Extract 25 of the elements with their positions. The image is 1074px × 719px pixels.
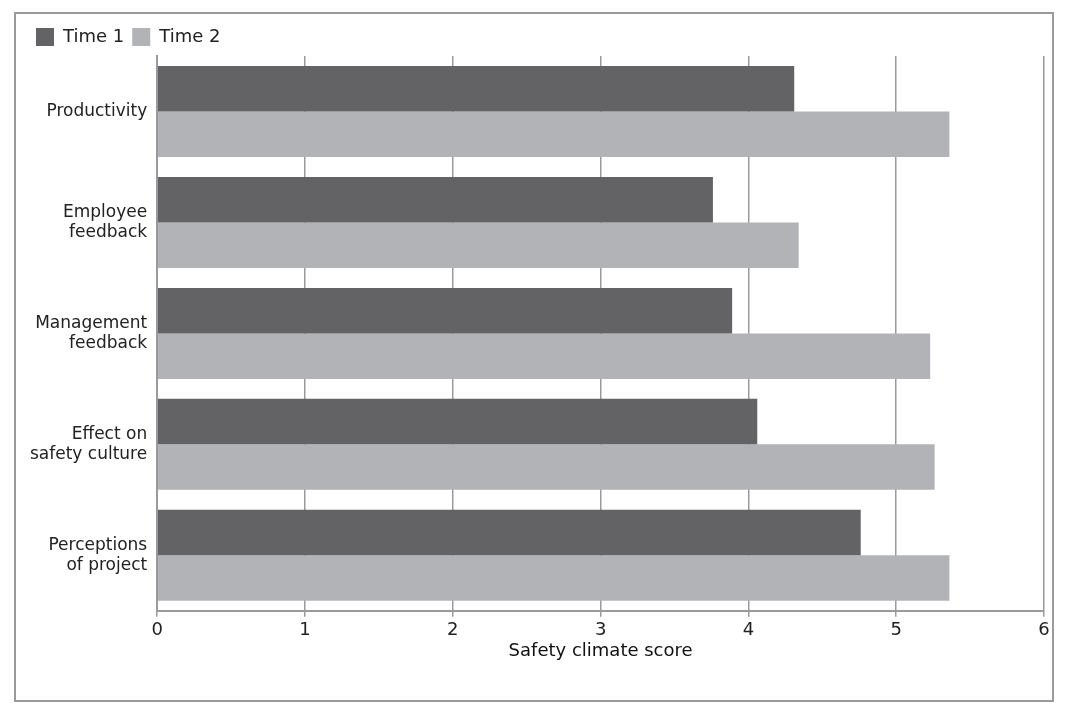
bar [157, 176, 713, 223]
legend-label: Time 1 [62, 24, 125, 46]
y-tick-label: Productivity [46, 99, 148, 120]
x-tick-label: 3 [594, 618, 607, 640]
x-axis-title: Safety climate score [508, 638, 693, 660]
bar [157, 398, 758, 445]
x-tick-label: 6 [1038, 618, 1050, 640]
x-tick-label: 0 [151, 618, 163, 640]
legend-label: Time 2 [158, 24, 221, 46]
y-tick-label: Management feedback [35, 311, 148, 353]
y-tick-label: Employee feedback [63, 200, 148, 242]
x-tick-label: 5 [890, 618, 902, 640]
bar [157, 222, 799, 268]
y-tick-label: Effect on safety culture [29, 422, 148, 463]
bar [157, 111, 950, 157]
bar [157, 65, 795, 112]
bar [157, 287, 733, 334]
bar [157, 333, 931, 379]
x-tick-label: 1 [299, 618, 311, 640]
bar [157, 555, 950, 601]
x-tick-label: 4 [742, 618, 755, 640]
bar [157, 444, 935, 490]
bar [157, 509, 861, 556]
y-tick-label: Perceptions of project [48, 533, 148, 574]
x-tick-label: 2 [447, 618, 459, 640]
